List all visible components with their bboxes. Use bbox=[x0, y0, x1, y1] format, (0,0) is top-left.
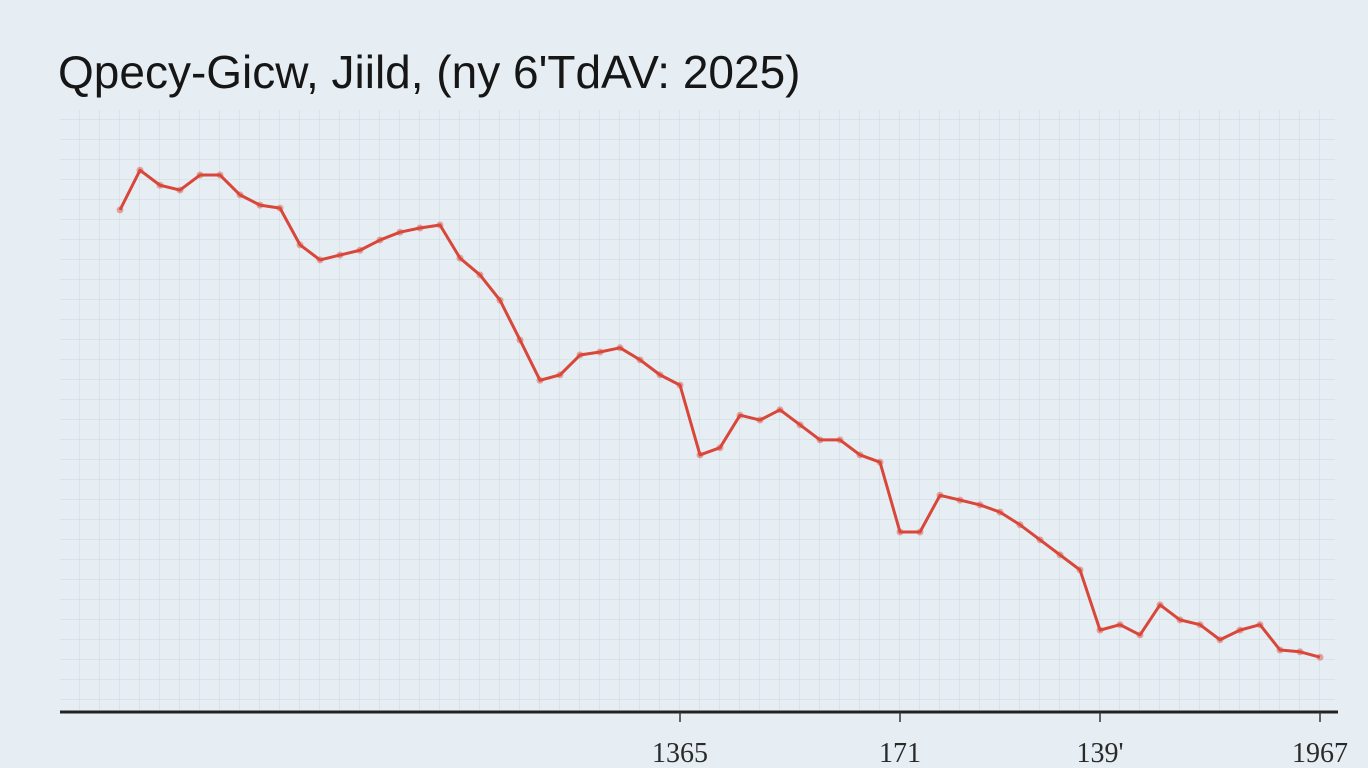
data-point bbox=[1056, 551, 1064, 559]
data-point bbox=[236, 191, 244, 199]
data-point bbox=[356, 246, 364, 254]
data-point bbox=[596, 348, 604, 356]
data-point bbox=[816, 436, 824, 444]
data-line bbox=[118, 168, 1321, 659]
data-point bbox=[216, 171, 224, 179]
data-point bbox=[396, 228, 404, 236]
data-point bbox=[536, 376, 544, 384]
data-point bbox=[976, 501, 984, 509]
data-point bbox=[936, 491, 944, 499]
data-point bbox=[576, 351, 584, 359]
data-point bbox=[276, 204, 284, 212]
data-point bbox=[1156, 601, 1164, 609]
data-point bbox=[1036, 536, 1044, 544]
data-point bbox=[1016, 521, 1024, 529]
data-point bbox=[176, 186, 184, 194]
data-point bbox=[836, 436, 844, 444]
data-point bbox=[1096, 626, 1104, 634]
data-point bbox=[1136, 631, 1144, 639]
data-point bbox=[256, 201, 264, 209]
data-point bbox=[776, 406, 784, 414]
data-point bbox=[716, 444, 724, 452]
data-point bbox=[656, 371, 664, 379]
x-tick-label: 171 bbox=[879, 738, 921, 768]
data-point bbox=[556, 371, 564, 379]
data-point bbox=[1316, 653, 1324, 661]
data-point bbox=[896, 528, 904, 536]
data-point bbox=[796, 421, 804, 429]
data-point bbox=[636, 356, 644, 364]
data-point bbox=[376, 236, 384, 244]
data-point bbox=[736, 411, 744, 419]
data-point bbox=[996, 508, 1004, 516]
data-point bbox=[916, 528, 924, 536]
data-point bbox=[1236, 626, 1244, 634]
data-point bbox=[196, 171, 204, 179]
grid bbox=[60, 110, 1335, 712]
data-point bbox=[436, 221, 444, 229]
data-point bbox=[1076, 566, 1084, 574]
chart-title: Qpecy-Gicw, Jiild, (ny 6'TdAV: 2025) bbox=[58, 46, 801, 98]
data-point bbox=[696, 451, 704, 459]
data-point bbox=[316, 256, 324, 264]
data-point bbox=[1296, 648, 1304, 656]
x-tick-label: 1365 bbox=[652, 738, 708, 768]
data-point bbox=[136, 166, 144, 174]
data-point bbox=[476, 271, 484, 279]
data-point bbox=[416, 224, 424, 232]
data-point bbox=[156, 181, 164, 189]
data-point bbox=[756, 416, 764, 424]
data-point bbox=[496, 296, 504, 304]
data-point bbox=[956, 496, 964, 504]
x-tick-label: 139' bbox=[1076, 738, 1123, 768]
data-point bbox=[1256, 621, 1264, 629]
data-point bbox=[516, 336, 524, 344]
data-point bbox=[676, 381, 684, 389]
data-point bbox=[856, 451, 864, 459]
data-point bbox=[336, 251, 344, 259]
data-point bbox=[616, 344, 624, 352]
data-point bbox=[296, 241, 304, 249]
data-point bbox=[116, 206, 124, 214]
data-point bbox=[1196, 621, 1204, 629]
x-tick-label: 1967 bbox=[1292, 738, 1348, 768]
data-point bbox=[876, 458, 884, 466]
data-point bbox=[1216, 636, 1224, 644]
data-point bbox=[1176, 616, 1184, 624]
data-point bbox=[1116, 621, 1124, 629]
data-point bbox=[1276, 646, 1284, 654]
data-point bbox=[456, 254, 464, 262]
